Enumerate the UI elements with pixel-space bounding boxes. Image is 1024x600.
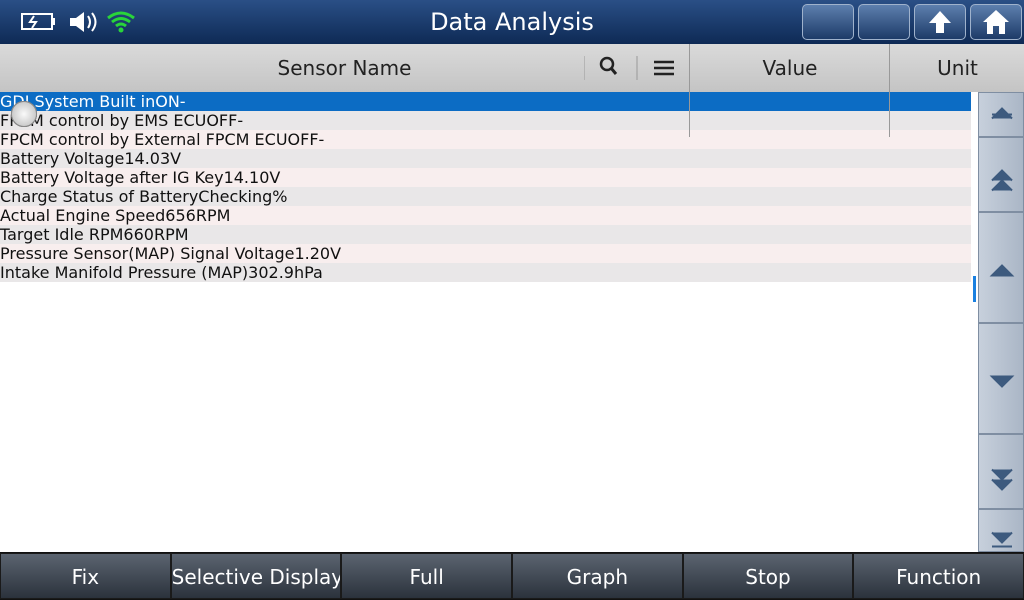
status-icons [21, 11, 135, 33]
toolbar-button[interactable]: Selective Display [170, 553, 342, 599]
capture-button[interactable] [858, 4, 910, 40]
sensor-name: Battery Voltage [0, 149, 125, 168]
toolbar-button[interactable]: Fix [0, 553, 171, 599]
sensor-row[interactable]: Intake Manifold Pressure (MAP)302.9hPa [0, 92, 971, 282]
sensor-value: 660 [123, 225, 154, 244]
sensor-unit: hPa [293, 263, 323, 282]
column-divider [689, 92, 690, 137]
table-header: Sensor Name Value Unit [0, 44, 1024, 93]
sensor-value: OFF [287, 130, 319, 149]
sensor-unit: V [330, 244, 342, 263]
sensor-value: ON [155, 92, 180, 111]
sensor-value: 302.9 [248, 263, 294, 282]
sensor-row[interactable]: Pressure Sensor(MAP) Signal Voltage1.20V [0, 92, 971, 263]
sensor-row[interactable]: FPCM control by External FPCM ECUOFF- [0, 92, 971, 149]
sensor-row[interactable]: Actual Engine Speed656RPM [0, 92, 971, 225]
sensor-unit: V [170, 149, 182, 168]
scroll-button[interactable] [978, 212, 1024, 323]
sensor-unit: - [179, 92, 186, 111]
toolbar-button[interactable]: Graph [512, 553, 683, 599]
scroll-button[interactable] [978, 137, 1024, 212]
sensor-row[interactable]: Charge Status of BatteryChecking% [0, 92, 971, 206]
home-button[interactable] [970, 4, 1022, 40]
toolbar-button[interactable]: Full [341, 553, 512, 599]
scroll-button[interactable] [978, 434, 1024, 509]
toolbar: Fix Selective Display Full Graph Stop Functio… [0, 552, 1024, 600]
column-header: Sensor Name [277, 56, 412, 80]
back-button[interactable] [914, 4, 966, 40]
sensor-row[interactable]: FPCM control by EMS ECUOFF- [0, 92, 971, 137]
sensor-name: Charge Status of Battery [0, 187, 199, 206]
column-header: Value [689, 44, 890, 92]
sensor-name: Pressure Sensor(MAP) Signal Voltage [0, 244, 295, 263]
sensor-name: Battery Voltage after IG Key [0, 168, 224, 187]
scroll-button[interactable] [978, 509, 1024, 552]
scrollbar [971, 92, 978, 552]
scroll-button[interactable] [978, 323, 1024, 434]
sensor-value: 656 [165, 206, 196, 225]
sensor-name: Intake Manifold Pressure (MAP) [0, 263, 249, 282]
sensor-name: FPCM control by External FPCM ECU [0, 130, 288, 149]
sensor-row[interactable]: GDI System Built inON- [0, 92, 971, 137]
toolbar-button[interactable]: Stop [682, 553, 854, 599]
sensor-unit: - [237, 111, 244, 130]
sensor-unit: V [269, 168, 281, 187]
sensor-row[interactable]: Battery Voltage after IG Key14.10V [0, 92, 971, 187]
sensor-value: 14.03 [124, 149, 171, 168]
sensor-unit: - [318, 130, 325, 149]
sensor-row[interactable]: Battery Voltage14.03V [0, 92, 971, 168]
screen-title: Data Analysis [430, 8, 594, 36]
sensor-table: GDI System Built inON- FPCM control by EM… [0, 92, 971, 552]
sensor-row[interactable]: Target Idle RPM660RPM [0, 92, 971, 244]
column-header: Unit [889, 44, 1024, 92]
header-tools[interactable] [584, 52, 684, 84]
sensor-value: 1.20 [294, 244, 331, 263]
toolbar-button[interactable]: Function [853, 553, 1024, 599]
vehicle-info-button[interactable] [802, 4, 854, 40]
sensor-value: Checking [198, 187, 273, 206]
scroll-button[interactable] [978, 92, 1024, 137]
row-indicator [11, 101, 37, 127]
sensor-value: OFF [206, 111, 238, 130]
sensor-name: Actual Engine Speed [0, 206, 166, 225]
sensor-name: GDI System Built in [0, 92, 156, 111]
scroll-buttons [978, 92, 1024, 552]
sensor-unit: % [272, 187, 288, 206]
column-divider [889, 92, 890, 137]
sensor-unit: RPM [195, 206, 231, 225]
title-bar: Data Analysis [0, 0, 1024, 44]
sensor-name: Target Idle RPM [0, 225, 124, 244]
sensor-unit: RPM [153, 225, 189, 244]
sensor-value: 14.10 [223, 168, 270, 187]
sensor-name: FPCM control by EMS ECU [0, 111, 207, 130]
